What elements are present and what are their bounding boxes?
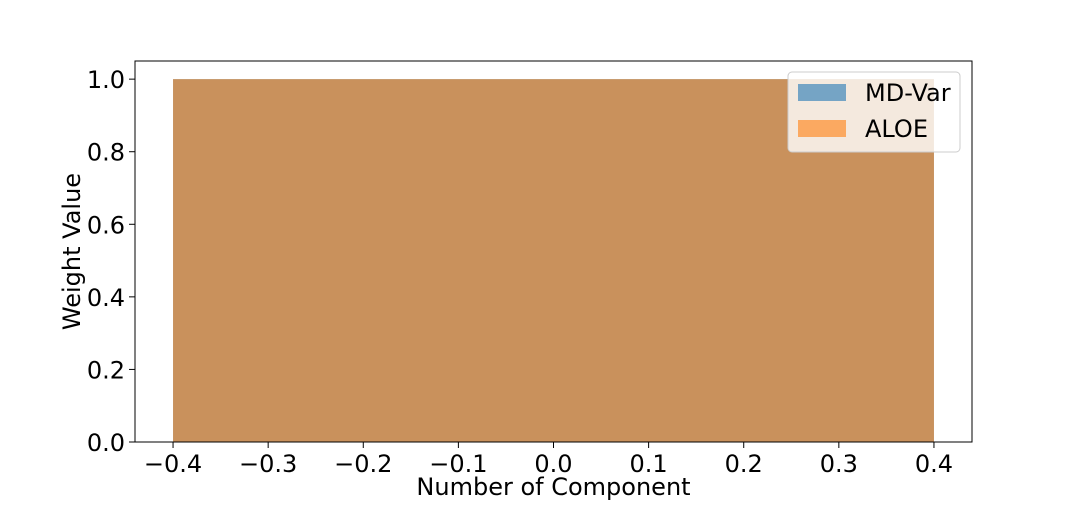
x-tick-label: 0.0 [534,450,572,478]
x-tick-label: −0.2 [334,450,392,478]
x-tick-label: 0.1 [630,450,668,478]
legend-swatch-md-var [798,84,846,101]
legend-label-md-var: MD-Var [865,79,951,107]
y-tick-label: 0.4 [87,284,125,312]
y-tick-label: 0.2 [87,356,125,384]
x-axis-ticks: −0.4 −0.3 −0.2 −0.1 0.0 0.1 0.2 0.3 0.4 [144,442,953,478]
x-axis-label: Number of Component [416,473,690,501]
x-tick-label: 0.4 [915,450,953,478]
legend: MD-Var ALOE [787,71,961,153]
y-tick-label: 0.6 [87,211,125,239]
legend-swatch-aloe [798,120,846,137]
y-axis-label: Weight Value [58,173,86,330]
x-tick-label: −0.4 [144,450,202,478]
legend-label-aloe: ALOE [865,115,928,143]
x-tick-label: −0.1 [429,450,487,478]
y-tick-label: 1.0 [87,66,125,94]
y-tick-label: 0.8 [87,139,125,167]
x-tick-label: −0.3 [239,450,297,478]
x-tick-label: 0.2 [725,450,763,478]
x-tick-label: 0.3 [820,450,858,478]
y-axis-ticks: 0.0 0.2 0.4 0.6 0.8 1.0 [87,66,135,457]
y-tick-label: 0.0 [87,429,125,457]
